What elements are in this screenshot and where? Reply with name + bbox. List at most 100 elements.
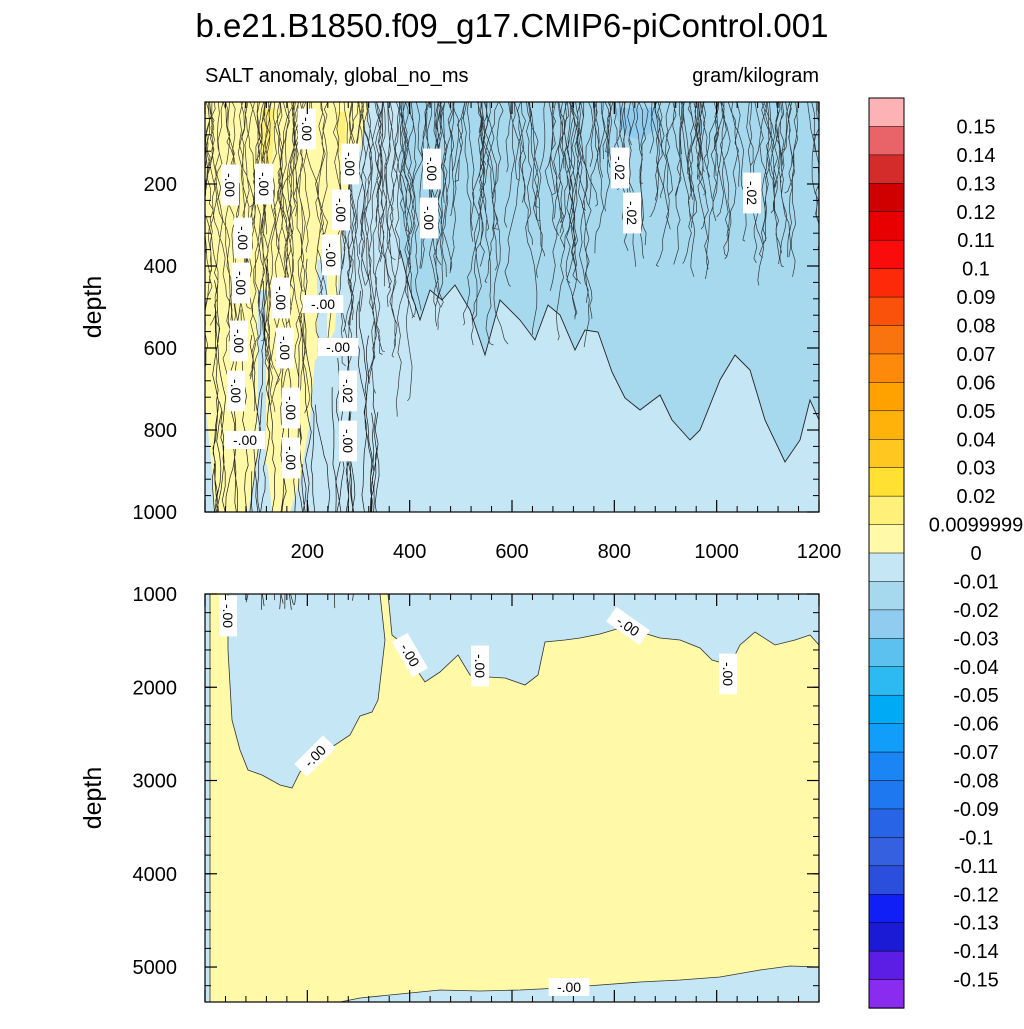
x-tick-label: 200 bbox=[291, 541, 324, 563]
contour-label-bg bbox=[272, 277, 290, 319]
contour-label-text: -.00 bbox=[311, 296, 335, 312]
contour-label: -.00 bbox=[232, 262, 250, 304]
x-tick-label: 1000 bbox=[694, 541, 739, 563]
contour-label-text: -.00 bbox=[557, 979, 581, 995]
contour-label-text: -.00 bbox=[342, 152, 358, 176]
colorbar-swatch bbox=[868, 410, 905, 440]
colorbar-label: 0.15 bbox=[957, 116, 996, 138]
colorbar-swatch bbox=[868, 581, 905, 611]
colorbar-swatch bbox=[868, 439, 905, 469]
colorbar-swatch bbox=[868, 183, 905, 213]
colorbar-label: 0.12 bbox=[957, 202, 996, 224]
colorbar-label: 0.0099999 bbox=[929, 515, 1024, 537]
contour-label-text: -.00 bbox=[220, 604, 236, 628]
colorbar-swatch bbox=[868, 922, 905, 952]
contour-label-bg bbox=[282, 387, 300, 429]
chart-subtitle-right: gram/kilogram bbox=[692, 65, 819, 87]
contour-label: -.00 bbox=[420, 197, 438, 239]
contour-label: -.00 bbox=[423, 148, 441, 190]
colorbar-label: -0.09 bbox=[953, 799, 999, 821]
colorbar-swatch bbox=[868, 694, 905, 725]
y-tick-label: 600 bbox=[144, 338, 177, 360]
contour-label-bg bbox=[232, 262, 250, 304]
contour-label: -.00 bbox=[255, 163, 273, 205]
contour-label: -.00 bbox=[230, 320, 248, 362]
upper-panel: -.00 -.00 -.00 -.00 -.00 -.00 -.00 -.00 -.00 -.00… bbox=[79, 101, 841, 563]
contour-label-bg bbox=[219, 595, 237, 637]
contour-label-text: -.00 bbox=[228, 379, 244, 403]
colorbar-swatch bbox=[868, 751, 905, 782]
lower-left-wall-region bbox=[205, 594, 211, 1002]
contour-label-bg bbox=[221, 164, 239, 206]
contour-label-text: -.00 bbox=[231, 329, 247, 353]
colorbar-label: 0.11 bbox=[957, 230, 994, 252]
contour-label-text: -.00 bbox=[256, 172, 272, 196]
colorbar-swatch bbox=[868, 524, 905, 554]
contour-label-bg bbox=[255, 163, 273, 205]
contour-label-bg bbox=[623, 192, 641, 234]
x-tick-label: 400 bbox=[393, 541, 426, 563]
colorbar: 0.15 0.14 0.13 0.12 0.11 0.1 0.09 0.08 0.07 0.06 0… bbox=[868, 97, 1024, 1009]
contour-label: -.00 bbox=[298, 108, 316, 150]
contour-label-text: -.00 bbox=[424, 157, 440, 181]
colorbar-label: -0.08 bbox=[953, 771, 999, 793]
contour-label: -.02 bbox=[339, 370, 357, 412]
y-tick-label: 5000 bbox=[133, 957, 178, 979]
colorbar-swatch bbox=[868, 609, 905, 639]
colorbar-swatch bbox=[868, 97, 905, 128]
contour-label: -.00 bbox=[224, 431, 266, 449]
y-tick-label: 200 bbox=[144, 174, 177, 196]
contour-label-bg bbox=[317, 338, 359, 356]
contour-label-text: -.00 bbox=[340, 429, 356, 453]
lower-contour-lines bbox=[245, 594, 354, 610]
contour-label: -.00 bbox=[221, 164, 239, 206]
contour-label-bg bbox=[276, 327, 294, 369]
contour-label-text: -.00 bbox=[421, 206, 437, 230]
colorbar-label: 0.14 bbox=[957, 145, 996, 167]
contour-label-text: -.00 bbox=[222, 173, 238, 197]
colorbar-label: 0.07 bbox=[957, 344, 996, 366]
colorbar-swatch bbox=[868, 808, 905, 839]
colorbar-label: 0.1 bbox=[962, 259, 990, 281]
contour-label-bg bbox=[423, 148, 441, 190]
colorbar-swatch bbox=[868, 268, 905, 298]
colorbar-frame bbox=[868, 97, 905, 1009]
contour-label-bg bbox=[302, 295, 344, 313]
contour-label: -.00 bbox=[719, 653, 737, 695]
contour-label: -.00 bbox=[339, 420, 357, 462]
colorbar-label: -0.14 bbox=[953, 941, 999, 963]
contour-label: -.00 bbox=[227, 370, 245, 412]
colorbar-label: -0.11 bbox=[954, 856, 998, 878]
y-tick-label: 400 bbox=[144, 256, 177, 278]
contour-label: -.00 bbox=[282, 387, 300, 429]
contour-label: -.00 bbox=[332, 189, 350, 231]
contour-label-text: -.02 bbox=[744, 181, 760, 205]
y-tick-label: 3000 bbox=[133, 771, 178, 793]
contour-label: -.00 bbox=[272, 277, 290, 319]
chart-title: b.e21.B1850.f09_g17.CMIP6-piControl.001 bbox=[196, 7, 829, 44]
colorbar-swatch bbox=[868, 325, 905, 355]
colorbar-label: -0.02 bbox=[953, 600, 999, 622]
colorbar-label: -0.07 bbox=[953, 742, 999, 764]
contour-label-bg bbox=[611, 147, 629, 189]
lower-contour-labels: -.00-.00 -.00-.00-.00-.00-.00 bbox=[219, 595, 737, 996]
contour-label-bg bbox=[282, 437, 300, 479]
contour-label-text: -.00 bbox=[277, 336, 293, 360]
contour-label-bg bbox=[230, 320, 248, 362]
contour-label-text: -.00 bbox=[283, 446, 299, 470]
colorbar-swatch bbox=[868, 126, 905, 156]
colorbar-swatch bbox=[868, 865, 905, 895]
lower-negative-region-shelf bbox=[387, 594, 819, 686]
lower-panel: -.00-.00 -.00-.00-.00-.00-.00 10002000300… bbox=[79, 584, 820, 1003]
colorbar-label: -0.04 bbox=[953, 657, 999, 679]
contour-label: -.00 bbox=[322, 234, 340, 276]
contour-label-text: -.00 bbox=[326, 339, 350, 355]
contour-label: -.00 bbox=[341, 143, 359, 185]
colorbar-label: 0.13 bbox=[957, 173, 996, 195]
contour-label: -.00 bbox=[276, 327, 294, 369]
colorbar-swatch bbox=[868, 211, 905, 241]
y-axis-label: depth bbox=[79, 276, 107, 339]
contour-label-bg bbox=[339, 420, 357, 462]
